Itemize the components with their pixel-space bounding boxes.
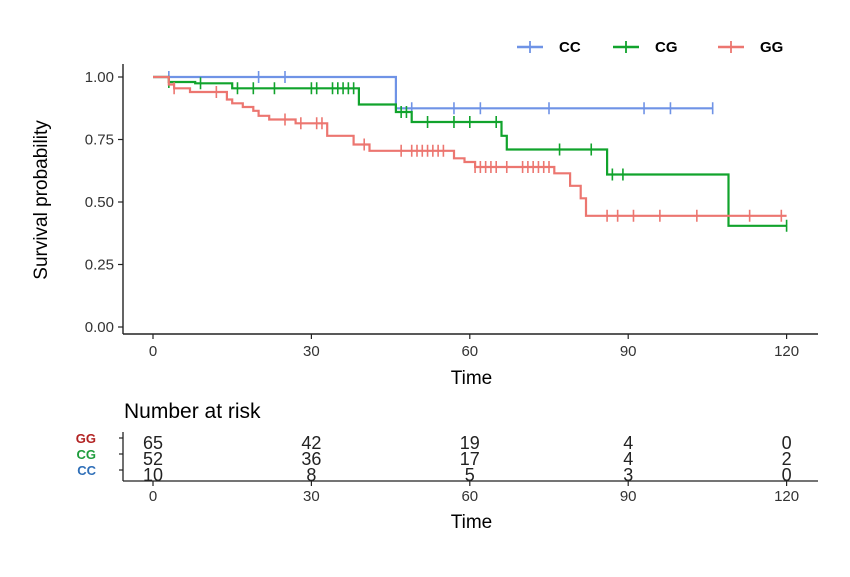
risk-value: 0 [782,465,792,485]
risk-value: 2 [782,449,792,469]
x-tick-label: 120 [774,343,799,360]
risk-value: 3 [623,465,633,485]
risk-x-axis-label: Time [451,512,493,533]
y-tick-label: 0.75 [85,132,114,149]
risk-value: 17 [460,449,480,469]
risk-x-tick-label: 60 [461,488,478,505]
risk-value: 65 [143,433,163,453]
risk-value: 10 [143,465,163,485]
risk-value: 4 [623,433,633,453]
legend: CC CG GG [517,39,783,56]
series-line-cc [153,75,713,110]
risk-x-tick-label: 30 [303,488,320,505]
risk-row-label-cg: CG [77,447,97,462]
risk-value: 0 [782,433,792,453]
risk-value: 19 [460,433,480,453]
risk-x-tick-label: 120 [774,488,799,505]
risk-value: 4 [623,449,633,469]
y-tick-label: 1.00 [85,69,114,86]
risk-value: 42 [301,433,321,453]
risk-x-tick-label: 0 [149,488,157,505]
series-line-cg [153,75,787,227]
x-tick-label: 30 [303,343,320,360]
risk-value: 36 [301,449,321,469]
y-tick-label: 0.50 [85,194,114,211]
x-axis-label: Time [451,368,493,389]
x-tick-label: 0 [149,343,157,360]
x-tick-label: 90 [620,343,637,360]
series-line-gg [153,75,787,217]
legend-label-gg: GG [760,39,783,56]
risk-value: 52 [143,449,163,469]
y-axis-label: Survival probability [31,120,52,280]
risk-table-title: Number at risk [124,400,261,423]
risk-x-tick-label: 90 [620,488,637,505]
risk-row-label-cc: CC [77,463,96,478]
risk-value: 5 [465,465,475,485]
y-tick-label: 0.00 [85,319,114,336]
x-tick-label: 60 [461,343,478,360]
risk-row-label-gg: GG [76,431,96,446]
plot-area: 0.00 0.25 0.50 0.75 1.00 0 30 60 90 120 Time Surviv… [31,64,818,389]
risk-value: 8 [306,465,316,485]
legend-label-cc: CC [559,39,581,56]
y-tick-label: 0.25 [85,257,114,274]
legend-label-cg: CG [655,39,678,56]
